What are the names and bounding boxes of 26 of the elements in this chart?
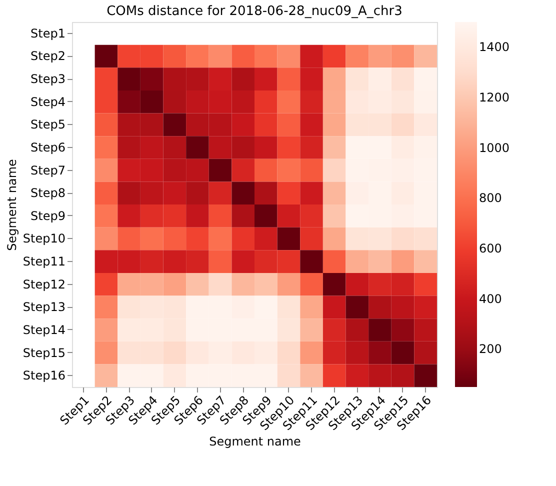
color-bar-label: 1000 bbox=[479, 140, 510, 155]
y-tick-label: Step12 bbox=[22, 277, 66, 292]
y-tick-label: Step15 bbox=[22, 346, 66, 360]
y-tick-label: Step3 bbox=[30, 72, 66, 86]
y-tick-label: Step9 bbox=[30, 208, 66, 223]
y-axis-title: Segment name bbox=[4, 159, 19, 251]
y-tick-label: Step11 bbox=[22, 254, 66, 269]
chart-title: COMs distance for 2018-06-28_nuc09_A_chr3 bbox=[106, 4, 402, 19]
y-tick-label: Step13 bbox=[22, 300, 66, 314]
y-tick-label: Step7 bbox=[30, 163, 66, 178]
y-tick-label: Step16 bbox=[22, 368, 66, 383]
y-tick-label: Step6 bbox=[30, 140, 66, 154]
color-bar-label: 1200 bbox=[479, 90, 510, 105]
color-bar-label: 800 bbox=[479, 191, 502, 206]
y-tick-label: Step14 bbox=[22, 322, 66, 337]
y-tick-label: Step5 bbox=[30, 118, 66, 132]
y-tick-label: Step10 bbox=[22, 232, 66, 246]
x-axis-title: Segment name bbox=[209, 434, 301, 448]
color-bar-label: 1400 bbox=[479, 40, 510, 54]
color-bar-label: 400 bbox=[479, 292, 502, 306]
y-tick-label: Step8 bbox=[30, 186, 66, 200]
y-tick-label: Step1 bbox=[30, 26, 66, 40]
color-bar-label: 600 bbox=[479, 242, 502, 256]
y-tick-label: Step2 bbox=[30, 49, 66, 64]
color-bar-label: 200 bbox=[479, 342, 502, 356]
y-tick-label: Step4 bbox=[30, 94, 66, 109]
